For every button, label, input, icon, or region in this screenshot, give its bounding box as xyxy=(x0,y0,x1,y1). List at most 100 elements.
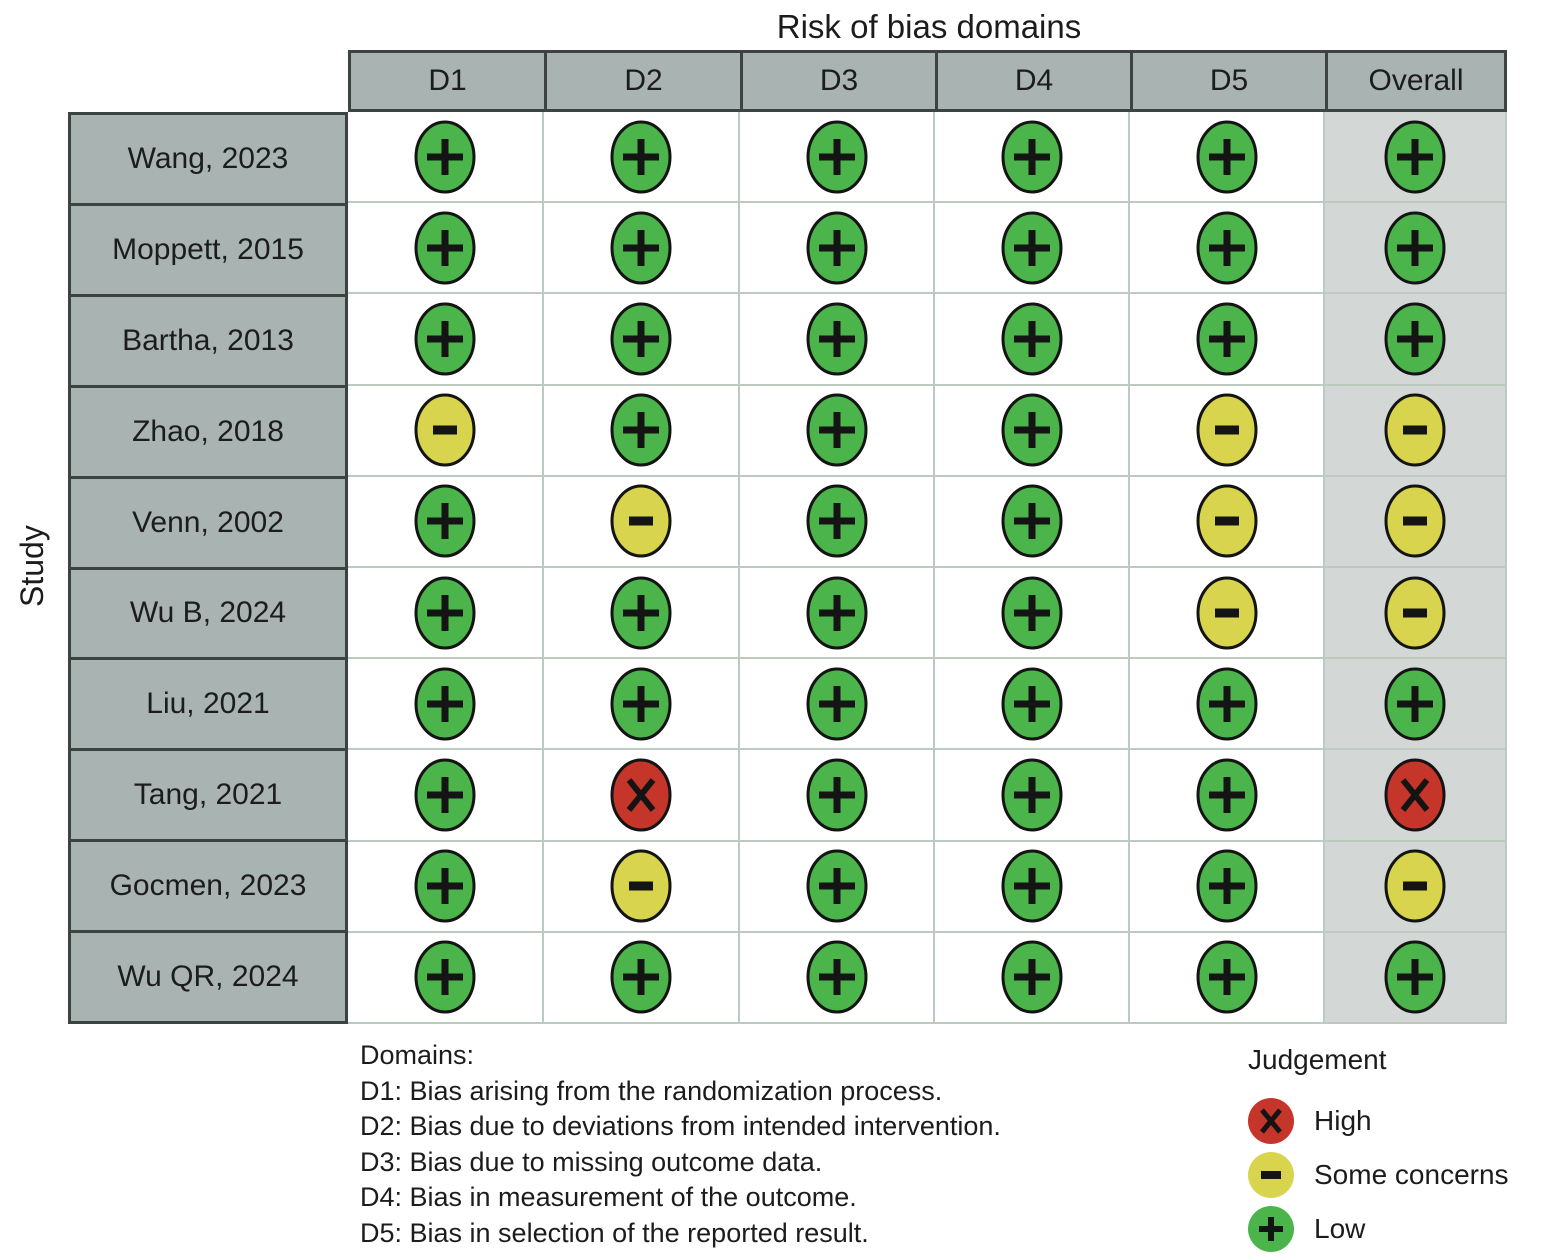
some-concerns-risk-icon xyxy=(1196,484,1257,558)
judgement-cell xyxy=(1325,932,1505,1022)
judgement-legend: Judgement High Some concerns Low xyxy=(1248,1044,1509,1256)
low-risk-icon xyxy=(1001,667,1062,741)
low-risk-icon xyxy=(414,849,476,923)
judgement-cell xyxy=(544,112,738,202)
judgement-cell xyxy=(740,567,933,658)
low-risk-icon xyxy=(806,849,867,923)
judgement-cell xyxy=(935,841,1128,931)
judgement-cell xyxy=(544,203,738,293)
judgement-cell xyxy=(740,750,933,840)
low-risk-icon xyxy=(1001,484,1062,558)
legend-item-low: Low xyxy=(1248,1202,1509,1256)
judgement-cell xyxy=(740,112,933,202)
low-risk-icon xyxy=(806,211,867,285)
low-risk-icon xyxy=(414,484,476,558)
high-risk-icon xyxy=(1248,1098,1294,1144)
judgement-cell xyxy=(348,476,542,566)
judgement-cell xyxy=(935,659,1128,749)
judgement-cell xyxy=(348,385,542,475)
study-label: Wu B, 2024 xyxy=(71,569,345,658)
study-label: Zhao, 2018 xyxy=(71,387,345,476)
low-risk-icon xyxy=(806,393,867,467)
judgement-cell xyxy=(1325,750,1505,840)
low-risk-icon xyxy=(1001,302,1062,376)
low-risk-icon xyxy=(1001,849,1062,923)
low-risk-icon xyxy=(1248,1206,1294,1252)
judgement-cell xyxy=(1130,112,1323,202)
low-risk-icon xyxy=(1001,393,1062,467)
low-risk-icon xyxy=(414,576,476,650)
judgement-cell xyxy=(935,385,1128,475)
judgement-grid xyxy=(348,112,1507,1024)
study-label-column: Wang, 2023 Moppett, 2015 Bartha, 2013 Zhao,… xyxy=(68,112,348,1024)
judgement-cell xyxy=(935,567,1128,658)
some-concerns-risk-icon xyxy=(1196,576,1257,650)
judgement-cell xyxy=(348,203,542,293)
judgement-cell xyxy=(740,385,933,475)
low-risk-icon xyxy=(1384,120,1446,194)
judgement-cell xyxy=(1325,476,1505,566)
judgement-cell xyxy=(740,841,933,931)
domains-note-line: D4: Bias in measurement of the outcome. xyxy=(360,1182,857,1212)
judgement-cell xyxy=(935,203,1128,293)
some-concerns-risk-icon xyxy=(1384,393,1446,467)
judgement-cell xyxy=(544,567,738,658)
judgement-cell xyxy=(1325,567,1505,658)
judgement-cell xyxy=(544,659,738,749)
some-concerns-risk-icon xyxy=(1384,484,1446,558)
low-risk-icon xyxy=(1196,120,1257,194)
domains-note-line: D1: Bias arising from the randomization … xyxy=(360,1075,943,1106)
judgement-cell xyxy=(1130,932,1323,1022)
judgement-cell xyxy=(740,932,933,1022)
low-risk-icon xyxy=(610,940,672,1014)
domains-note-line: D5: Bias in selection of the reported re… xyxy=(360,1217,869,1248)
judgement-cell xyxy=(1130,476,1323,566)
column-header-d3: D3 xyxy=(743,53,935,109)
judgement-cell xyxy=(348,932,542,1022)
legend-item-label: High xyxy=(1314,1105,1372,1136)
judgement-cell xyxy=(935,294,1128,384)
low-risk-icon xyxy=(806,940,867,1014)
judgement-cell xyxy=(1325,385,1505,475)
low-risk-icon xyxy=(1384,940,1446,1014)
low-risk-icon xyxy=(414,758,476,832)
judgement-cell xyxy=(348,112,542,202)
low-risk-icon xyxy=(1384,302,1446,376)
judgement-cell xyxy=(544,294,738,384)
high-risk-icon xyxy=(1384,758,1446,832)
judgement-cell xyxy=(1130,567,1323,658)
judgement-cell xyxy=(1130,294,1323,384)
judgement-cell xyxy=(544,385,738,475)
judgement-cell xyxy=(1130,750,1323,840)
low-risk-icon xyxy=(610,302,672,376)
domains-note: Domains: D1: Bias arising from the rando… xyxy=(360,1038,1001,1251)
judgement-cell xyxy=(348,659,542,749)
low-risk-icon xyxy=(610,211,672,285)
domains-note-heading: Domains: xyxy=(360,1040,475,1070)
column-header-d4: D4 xyxy=(938,53,1130,109)
judgement-cell xyxy=(1130,203,1323,293)
judgement-cell xyxy=(1130,659,1323,749)
judgement-cell xyxy=(1325,203,1505,293)
high-risk-icon xyxy=(610,758,672,832)
study-label: Tang, 2021 xyxy=(71,751,345,840)
judgement-cell xyxy=(1130,385,1323,475)
study-label: Wang, 2023 xyxy=(71,115,345,203)
column-header-d1: D1 xyxy=(351,53,544,109)
low-risk-icon xyxy=(414,211,476,285)
judgement-cell xyxy=(1325,659,1505,749)
judgement-cell xyxy=(544,750,738,840)
legend-item-high: High xyxy=(1248,1094,1509,1148)
judgement-cell xyxy=(740,659,933,749)
low-risk-icon xyxy=(806,302,867,376)
low-risk-icon xyxy=(806,120,867,194)
low-risk-icon xyxy=(1001,576,1062,650)
judgement-cell xyxy=(740,476,933,566)
judgement-cell xyxy=(1325,841,1505,931)
judgement-cell xyxy=(935,476,1128,566)
low-risk-icon xyxy=(1001,940,1062,1014)
judgement-cell xyxy=(740,203,933,293)
low-risk-icon xyxy=(806,576,867,650)
low-risk-icon xyxy=(806,484,867,558)
